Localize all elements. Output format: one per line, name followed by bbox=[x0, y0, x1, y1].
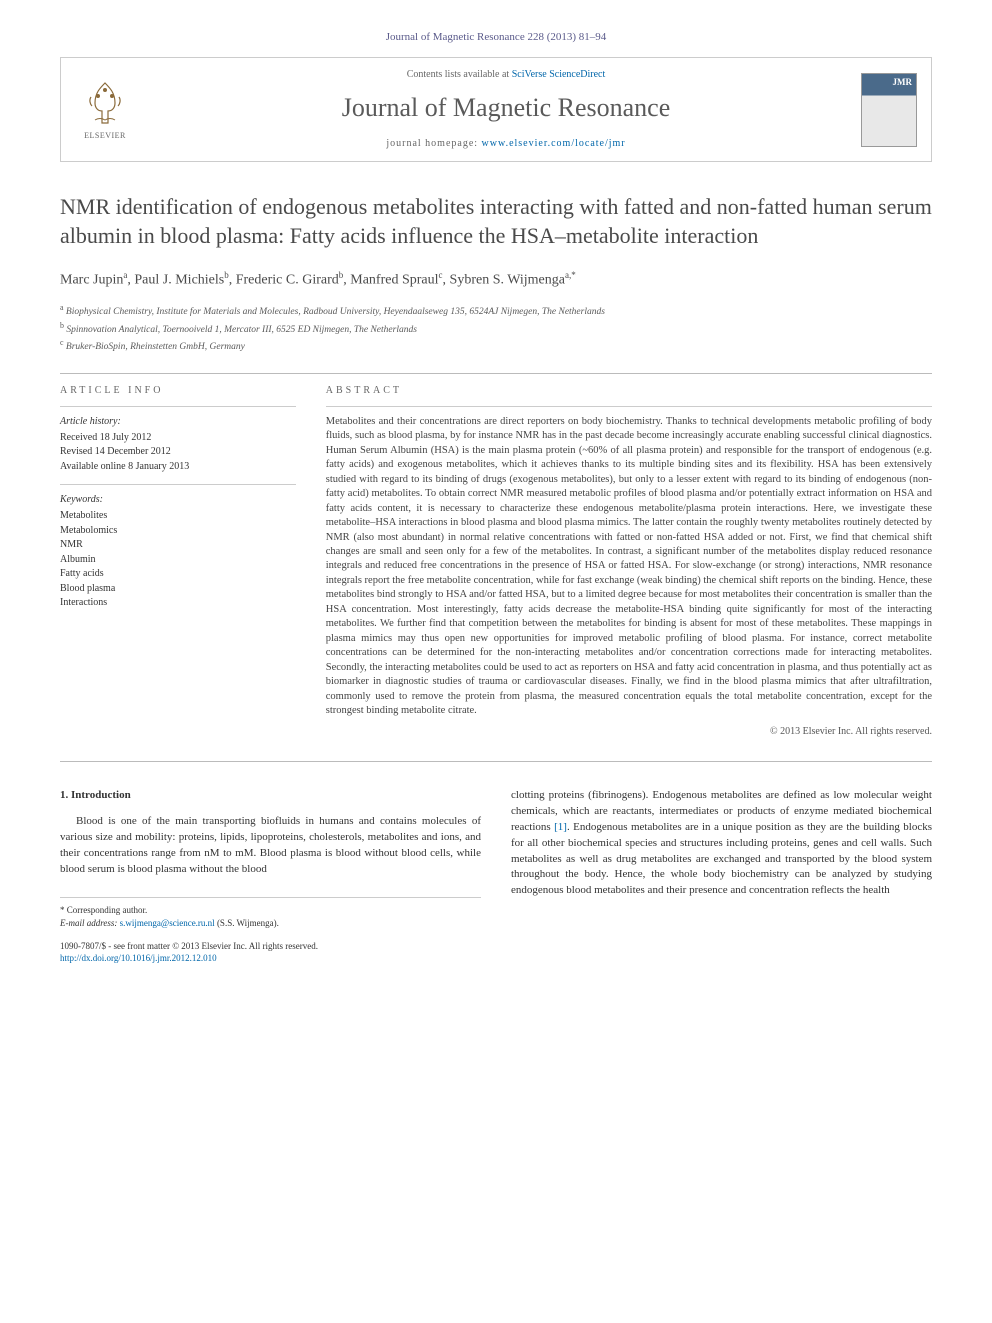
email-label: E-mail address: bbox=[60, 918, 120, 928]
history-received: Received 18 July 2012 bbox=[60, 431, 296, 446]
contents-line: Contents lists available at SciVerse Sci… bbox=[151, 68, 861, 82]
corresponding-author-block: * Corresponding author. E-mail address: … bbox=[60, 897, 481, 929]
email-link[interactable]: s.wijmenga@science.ru.nl bbox=[120, 918, 215, 928]
homepage-line: journal homepage: www.elsevier.com/locat… bbox=[151, 137, 861, 151]
divider-top bbox=[60, 373, 932, 374]
article-info-rule bbox=[60, 406, 296, 407]
affiliation-a: a Biophysical Chemistry, Institute for M… bbox=[60, 302, 932, 319]
header-center: Contents lists available at SciVerse Sci… bbox=[151, 68, 861, 150]
keywords-label: Keywords: bbox=[60, 493, 296, 507]
abstract-rule bbox=[326, 406, 932, 407]
keyword-item: Albumin bbox=[60, 553, 296, 568]
homepage-link[interactable]: www.elsevier.com/locate/jmr bbox=[482, 138, 626, 149]
affiliations: a Biophysical Chemistry, Institute for M… bbox=[60, 302, 932, 354]
sciencedirect-link[interactable]: SciVerse ScienceDirect bbox=[512, 69, 606, 80]
homepage-prefix: journal homepage: bbox=[386, 138, 481, 149]
keywords-list: MetabolitesMetabolomicsNMRAlbuminFatty a… bbox=[60, 509, 296, 611]
keyword-item: Metabolomics bbox=[60, 524, 296, 539]
header-citation: Journal of Magnetic Resonance 228 (2013)… bbox=[60, 30, 932, 45]
body-column-right: clotting proteins (fibrinogens). Endogen… bbox=[511, 788, 932, 965]
affiliation-c-text: Bruker-BioSpin, Rheinstetten GmbH, Germa… bbox=[66, 342, 245, 352]
elsevier-logo: ELSEVIER bbox=[75, 75, 135, 145]
corresponding-label: * Corresponding author. bbox=[60, 904, 481, 917]
intro-para-left: Blood is one of the main transporting bi… bbox=[60, 814, 481, 878]
divider-bottom bbox=[60, 761, 932, 762]
intro-para-right: clotting proteins (fibrinogens). Endogen… bbox=[511, 788, 932, 900]
cover-label: JMR bbox=[893, 76, 913, 89]
abstract-text: Metabolites and their concentrations are… bbox=[326, 415, 932, 719]
keywords-rule bbox=[60, 484, 296, 485]
keyword-item: Fatty acids bbox=[60, 567, 296, 582]
keyword-item: Interactions bbox=[60, 596, 296, 611]
affiliation-a-text: Biophysical Chemistry, Institute for Mat… bbox=[66, 308, 605, 318]
elsevier-tree-icon bbox=[80, 78, 130, 128]
para-right-2: . Endogenous metabolites are in a unique… bbox=[511, 821, 932, 897]
introduction-heading: 1. Introduction bbox=[60, 788, 481, 804]
email-line: E-mail address: s.wijmenga@science.ru.nl… bbox=[60, 917, 481, 930]
issn-line: 1090-7807/$ - see front matter © 2013 El… bbox=[60, 940, 481, 953]
affiliation-b-text: Spinnovation Analytical, Toernooiveld 1,… bbox=[66, 325, 417, 335]
journal-header-box: ELSEVIER Contents lists available at Sci… bbox=[60, 57, 932, 161]
email-name: (S.S. Wijmenga). bbox=[215, 918, 279, 928]
article-title: NMR identification of endogenous metabol… bbox=[60, 192, 932, 251]
elsevier-label: ELSEVIER bbox=[84, 130, 126, 141]
history-label: Article history: bbox=[60, 415, 296, 429]
body-column-left: 1. Introduction Blood is one of the main… bbox=[60, 788, 481, 965]
authors-line: Marc Jupina, Paul J. Michielsb, Frederic… bbox=[60, 269, 932, 290]
keyword-item: Metabolites bbox=[60, 509, 296, 524]
reference-link-1[interactable]: [1] bbox=[554, 821, 567, 833]
abstract-head: ABSTRACT bbox=[326, 384, 932, 398]
body-columns: 1. Introduction Blood is one of the main… bbox=[60, 788, 932, 965]
abstract-copyright: © 2013 Elsevier Inc. All rights reserved… bbox=[326, 725, 932, 739]
doi-link[interactable]: http://dx.doi.org/10.1016/j.jmr.2012.12.… bbox=[60, 953, 217, 963]
affiliation-b: b Spinnovation Analytical, Toernooiveld … bbox=[60, 320, 932, 337]
article-info-column: ARTICLE INFO Article history: Received 1… bbox=[60, 384, 296, 739]
journal-cover-thumbnail: JMR bbox=[861, 73, 917, 147]
affiliation-c: c Bruker-BioSpin, Rheinstetten GmbH, Ger… bbox=[60, 337, 932, 354]
info-abstract-row: ARTICLE INFO Article history: Received 1… bbox=[60, 384, 932, 739]
journal-name: Journal of Magnetic Resonance bbox=[151, 90, 861, 126]
contents-prefix: Contents lists available at bbox=[407, 69, 512, 80]
history-revised: Revised 14 December 2012 bbox=[60, 445, 296, 460]
abstract-column: ABSTRACT Metabolites and their concentra… bbox=[326, 384, 932, 739]
keyword-item: Blood plasma bbox=[60, 582, 296, 597]
keyword-item: NMR bbox=[60, 538, 296, 553]
article-info-head: ARTICLE INFO bbox=[60, 384, 296, 398]
doi-block: 1090-7807/$ - see front matter © 2013 El… bbox=[60, 940, 481, 965]
history-online: Available online 8 January 2013 bbox=[60, 460, 296, 475]
